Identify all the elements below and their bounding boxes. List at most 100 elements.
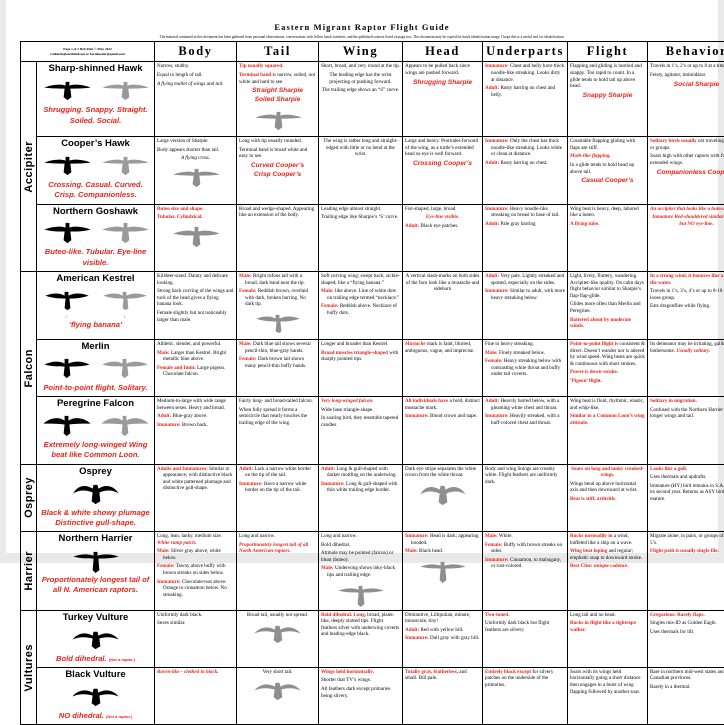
species-tagline: Shrugging. Snappy. Straight. Soiled. Soc… [39,105,152,126]
cell-underparts: Body and wing linings are creamy white. … [483,464,568,531]
cell-body: Raven-like - clothed in black. [155,667,237,724]
cell-behavior: An accipiter that looks like a buteo.Imm… [648,204,724,271]
cell-behavior: Looks like a gull.Uses thermals and updr… [648,464,724,531]
species-name: Cooper’s Hawk [39,139,152,150]
cell-flight: Flapping and gliding is hurried and snap… [568,62,648,137]
raptor-guide-table: Page 1 of 2 Bob Petit © May 2022 rrellan… [20,41,724,725]
table-header-row: Page 1 of 2 Bob Petit © May 2022 rrellan… [21,42,724,62]
cell-body: Narrow, stubby.Equal to length of tail.A… [155,62,237,137]
cell-tail: Broad tail, usually not spread. [237,610,319,667]
column-header-wing: Wing [319,42,403,62]
group-label-vultures: Vultures [21,610,37,724]
cell-flight: Wing beat is fluid, rhythmic, elastic, a… [568,397,648,464]
table-row: Cooper’s Hawk Crossing. Casual. Curved. C… [21,137,724,204]
cell-behavior: Its demeanor may be irritating, galling,… [648,339,724,396]
cell-head: All individuals have a bold, distinct mu… [403,397,483,464]
cell-flight: Long tail and no head.Rocks in flight li… [568,610,648,667]
header-credit-cell: Page 1 of 2 Bob Petit © May 2022 rrellan… [21,42,155,62]
cell-head: Mustache mark is faint, blurred, ambiguo… [403,339,483,396]
cell-underparts: Male: White.Female: Buffy with brown str… [483,532,568,611]
group-label-accipiter: Accipiter [21,62,37,271]
cell-body: Killdeer-sized. Dainty and delicate look… [155,271,237,339]
column-header-behavior: Behavior [648,42,724,62]
cell-wing: Bold dihedral. Long, broad, plank-like, … [319,610,403,667]
cell-behavior: In a strong wind, it bounces like a cork… [648,271,724,339]
species-name: Turkey Vulture [39,613,152,624]
cell-head: Dark eye stripe separates the white crow… [403,464,483,531]
species-name-cell: Sharp-shinned Hawk Shrugging. Snappy. Str… [37,62,155,137]
species-name: Merlin [39,342,152,353]
cell-wing: Very long-winged falcon.Wide base triang… [319,397,403,464]
cell-wing: Longer and broader than Kestrel.Broad mu… [319,339,403,396]
column-header-underparts: Underparts [483,42,568,62]
species-tagline: Bold dihedral. (Not a raptor.) [39,654,152,664]
group-label-osprey: Osprey [21,464,37,531]
cell-flight: Rocks unsteadily in a wind, buffeted lik… [568,532,648,611]
cell-flight: Light, lively, fluttery, wandering. Acci… [568,271,648,339]
species-name-cell: Peregrine Falcon Extremely long-winged Wi… [37,397,155,464]
cell-underparts: Entirely black except for silvery patche… [483,667,568,724]
species-tagline: Black & white showy plumage Distinctive … [39,508,152,529]
cell-tail: Tip usually squared.Terminal band is nar… [237,62,319,137]
species-tagline: Point-to-point flight. Solitary. [39,383,152,393]
cell-head: Appears to be pulled back since wings ar… [403,62,483,137]
species-name-cell: Northern Goshawk Buteo-like. Tubular. Eye… [37,204,155,271]
species-name: Northern Goshawk [39,207,152,218]
cell-tail: Very short tail. [237,667,319,724]
cell-body: Athletic, slender, and powerful.Male: La… [155,339,237,396]
group-label-harrier: Harrier [21,532,37,611]
page-subtitle: The material contained in this document … [20,35,704,39]
cell-underparts: Immature: Only the chest has thick noodl… [483,137,568,204]
cell-underparts: Adult: Heavily barred below, with a glea… [483,397,568,464]
cell-behavior: Migrate alone, in pairs, or groups of 3’… [648,532,724,611]
species-name-cell: Cooper’s Hawk Crossing. Casual. Curved. C… [37,137,155,204]
column-header-flight: Flight [568,42,648,62]
cell-flight: Point-to-point flight is consistent & di… [568,339,648,396]
cell-underparts: Fine to heavy streaking.Male: Finely str… [483,339,568,396]
species-name-cell: American Kestrel♂♀‘flying banana’ [37,271,155,339]
species-name-cell: Turkey Vulture Bold dihedral. (Not a rapt… [37,610,155,667]
cell-behavior: Solitary in migration.Confused with the … [648,397,724,464]
cell-head: Large and heavy. Protrudes forward of th… [403,137,483,204]
column-header-head: Head [403,42,483,62]
cell-wing: Wings held horizontally.Shorter that TV’… [319,667,403,724]
species-name: Sharp-shinned Hawk [39,64,152,75]
cell-body: Uniformly dark black.Sexes similar. [155,610,237,667]
cell-tail: Long and narrow.Proportionately longest … [237,532,319,611]
cell-behavior: Gregarious. Rarely flaps.Singles mis-ID … [648,610,724,667]
column-header-body: Body [155,42,237,62]
species-tagline: NO dihedral. (Not a raptor.) [39,711,152,721]
species-tagline: ‘flying banana’ [39,320,152,330]
cell-flight: Wing beat is heavy, deep, labored like a… [568,204,648,271]
cell-tail: Adult: Lack a narrow white border on the… [237,464,319,531]
species-name: Northern Harrier [39,534,152,545]
group-label-falcon: Falcon [21,271,37,464]
column-header-tail: Tail [237,42,319,62]
cell-tail: Broad and wedge-shaped. Appearing like a… [237,204,319,271]
cell-wing: The wing is rather long and straight-edg… [319,137,403,204]
page-title: Eastern Migrant Raptor Flight Guide [20,22,704,32]
cell-underparts: Two-toned.Uniformly dark black but fligh… [483,610,568,667]
cell-tail: Long with tip usually rounded.Terminal b… [237,137,319,204]
cell-underparts: Immature: Heavy noodle-like streaking on… [483,204,568,271]
species-tagline: Crossing. Casual. Curved. Crisp. Compani… [39,180,152,201]
cell-behavior: Solitary birds usually not traveling in … [648,137,724,204]
species-name-cell: Osprey Black & white showy plumage Distin… [37,464,155,531]
species-name: Peregrine Falcon [39,399,152,410]
species-name: Osprey [39,467,152,478]
cell-body: Large version of Sharpie.Body appears sh… [155,137,237,204]
table-row: Peregrine Falcon Extremely long-winged Wi… [21,397,724,464]
species-name-cell: Merlin Point-to-point flight. Solitary. [37,339,155,396]
species-tagline: Extremely long-winged Wing beat like Com… [39,440,152,461]
cell-behavior: Travels in 1’s, 2’s or up to 8 at a time… [648,62,724,137]
cell-head: Diminutive, Lilliputian, minute, minuscu… [403,610,483,667]
cell-behavior: Rare in northern mid-west states and Can… [648,667,724,724]
species-tagline: Buteo-like. Tubular. Eye-line visible. [39,247,152,268]
